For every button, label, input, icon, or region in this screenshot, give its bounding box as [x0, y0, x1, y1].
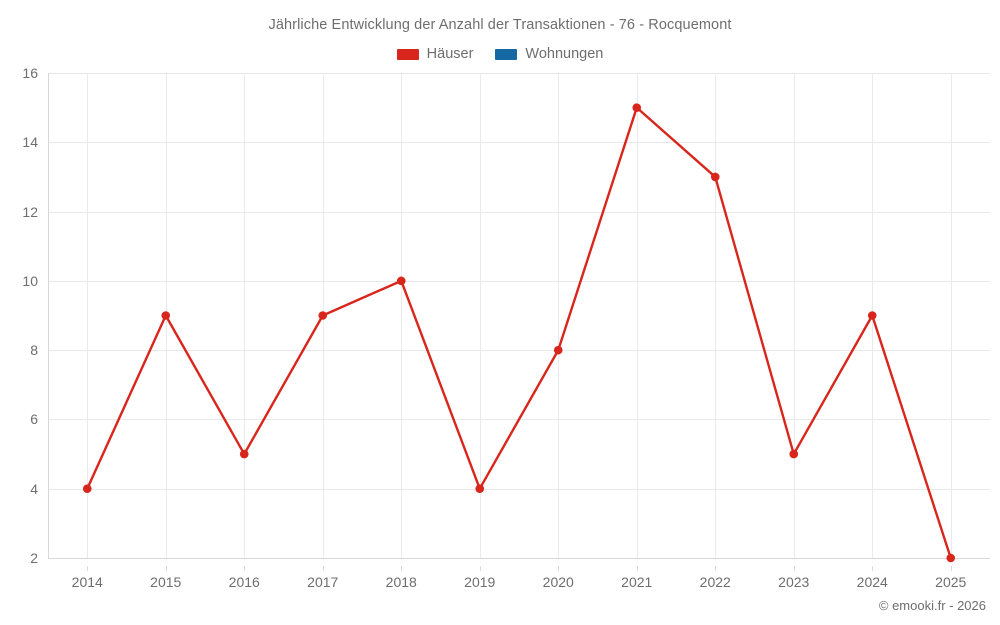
- x-tick-mark: [715, 566, 717, 571]
- y-tick-label: 2: [30, 550, 38, 566]
- plot-area: [48, 73, 990, 563]
- y-tick-label: 6: [30, 411, 38, 428]
- x-tick-mark: [636, 566, 638, 571]
- x-tick-label: 2015: [150, 574, 182, 590]
- x-tick-mark: [479, 566, 481, 571]
- x-tick-mark: [165, 566, 167, 571]
- x-tick-mark: [872, 566, 874, 571]
- x-tick-label: 2024: [856, 574, 888, 590]
- data-point-marker[interactable]: [396, 276, 406, 286]
- gridline-x-2023: [793, 73, 795, 558]
- x-axis-line: [48, 558, 990, 559]
- gridline-x-2014: [87, 73, 89, 558]
- legend-item-wohnungen[interactable]: Wohnungen: [495, 46, 603, 62]
- data-point-marker[interactable]: [632, 103, 642, 112]
- x-tick-mark: [558, 566, 560, 571]
- gridline-x-2020: [558, 73, 560, 558]
- legend-swatch-hauser: [396, 48, 419, 60]
- x-tick-label: 2019: [464, 574, 496, 590]
- x-tick-mark: [87, 566, 89, 571]
- gridline-x-2016: [244, 73, 246, 558]
- data-point-marker[interactable]: [867, 311, 877, 320]
- x-tick-mark: [950, 566, 952, 571]
- gridline-x-2018: [401, 73, 403, 558]
- chart-legend: Häuser Wohnungen: [0, 46, 1000, 62]
- gridline-y-16: [48, 73, 990, 74]
- chart-title: Jährliche Entwicklung der Anzahl der Tra…: [268, 17, 732, 33]
- gridline-y-10: [48, 280, 990, 282]
- data-point-marker[interactable]: [553, 345, 563, 355]
- legend-label-hauser: Häuser: [426, 46, 474, 62]
- data-point-marker[interactable]: [239, 449, 249, 459]
- data-point-marker[interactable]: [161, 311, 171, 320]
- legend-item-hauser[interactable]: Häuser: [396, 46, 474, 62]
- x-axis-tick-labels: 2014 2015 2016 2017 2018 2019 2020 2021 2022 2023…: [48, 566, 990, 590]
- x-tick-label: 2020: [542, 574, 574, 590]
- gridline-y-14: [48, 142, 990, 144]
- data-point-marker[interactable]: [789, 449, 799, 459]
- y-tick-label: 4: [30, 480, 38, 497]
- x-tick-label: 2025: [935, 574, 967, 590]
- x-tick-label: 2014: [71, 574, 103, 590]
- copyright-footer: © emooki.fr - 2026: [878, 598, 986, 613]
- gridline-x-2025: [950, 73, 952, 558]
- data-point-marker[interactable]: [318, 311, 328, 320]
- legend-label-wohnungen: Wohnungen: [525, 46, 604, 62]
- x-tick-label: 2017: [307, 574, 339, 590]
- x-tick-label: 2023: [778, 574, 810, 590]
- gridline-y-4: [48, 488, 990, 490]
- gridline-y-8: [48, 350, 990, 352]
- x-tick-mark: [793, 566, 795, 571]
- y-tick-label: 14: [22, 134, 38, 151]
- x-tick-label: 2016: [228, 574, 260, 590]
- gridline-x-2019: [479, 73, 481, 558]
- gridline-y-12: [48, 211, 990, 213]
- y-tick-label: 8: [30, 342, 38, 359]
- x-tick-mark: [244, 566, 246, 571]
- y-tick-label: 12: [22, 203, 38, 220]
- gridline-x-2022: [715, 73, 717, 558]
- x-tick-label: 2021: [621, 574, 653, 590]
- x-tick-label: 2018: [385, 574, 417, 590]
- gridline-x-2021: [636, 73, 638, 558]
- y-tick-label: 16: [22, 65, 38, 81]
- legend-swatch-wohnungen: [495, 48, 518, 60]
- data-point-marker[interactable]: [82, 484, 92, 494]
- y-axis-tick-labels: 2 4 6 8 10 12 14 16: [0, 66, 38, 565]
- x-tick-mark: [322, 566, 324, 571]
- data-point-marker[interactable]: [946, 553, 956, 563]
- series-line-häuser: [86, 106, 952, 560]
- data-point-marker[interactable]: [710, 172, 720, 182]
- x-tick-label: 2022: [699, 574, 731, 590]
- y-axis-line: [48, 73, 49, 559]
- y-tick-label: 10: [22, 272, 38, 289]
- x-tick-mark: [401, 566, 403, 571]
- data-point-marker[interactable]: [475, 484, 485, 494]
- series-layer: [82, 103, 956, 563]
